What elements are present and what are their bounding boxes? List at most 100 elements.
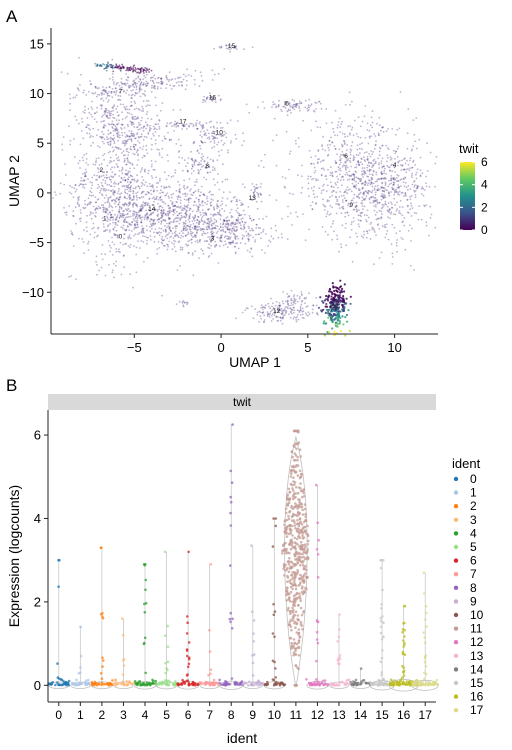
- umap-point: [111, 241, 114, 244]
- umap-point: [325, 178, 328, 181]
- umap-point: [374, 231, 376, 233]
- umap-point: [381, 145, 384, 147]
- violin-11: [281, 429, 310, 688]
- umap-point: [108, 230, 111, 233]
- umap-point: [119, 196, 122, 199]
- umap-point: [80, 211, 82, 214]
- umap-point: [208, 191, 211, 194]
- umap-point: [114, 87, 117, 90]
- umap-point: [236, 222, 239, 225]
- umap-point: [135, 220, 138, 223]
- umap-point: [129, 223, 132, 225]
- umap-point: [107, 129, 110, 132]
- x-tick-label: 5: [304, 340, 311, 355]
- umap-point: [97, 128, 100, 131]
- umap-point: [387, 147, 389, 149]
- umap-point: [370, 221, 373, 224]
- umap-point: [132, 203, 135, 205]
- umap-point: [127, 86, 130, 88]
- umap-point: [132, 65, 135, 68]
- umap-point: [142, 83, 145, 86]
- umap-point: [230, 242, 233, 244]
- umap-point: [197, 208, 200, 211]
- umap-point: [343, 190, 346, 193]
- umap-point: [340, 195, 343, 197]
- umap-point: [167, 213, 169, 215]
- violin-point: [78, 681, 82, 684]
- umap-point: [220, 214, 222, 217]
- umap-point: [298, 297, 301, 300]
- umap-point: [411, 176, 413, 179]
- umap-point: [272, 103, 275, 106]
- umap-point: [150, 193, 153, 196]
- umap-point: [149, 235, 152, 237]
- violin-point: [299, 482, 302, 485]
- umap-point: [72, 214, 74, 217]
- umap-point: [385, 160, 388, 163]
- umap-point: [106, 141, 109, 144]
- umap-point: [255, 227, 258, 229]
- umap-point: [264, 233, 267, 235]
- umap-point: [415, 187, 418, 190]
- umap-point: [182, 305, 185, 308]
- umap-point: [141, 207, 143, 210]
- umap-point: [140, 67, 143, 70]
- umap-point: [292, 193, 294, 196]
- umap-point: [92, 194, 95, 197]
- umap-point: [123, 213, 126, 216]
- umap-point: [113, 232, 115, 235]
- umap-point: [131, 97, 133, 99]
- umap-point: [202, 252, 205, 255]
- umap-point: [197, 228, 200, 231]
- violin-point: [297, 628, 301, 631]
- umap-point: [100, 266, 103, 269]
- umap-point: [372, 170, 375, 173]
- umap-point: [143, 231, 145, 234]
- umap-point: [275, 229, 278, 232]
- umap-point: [359, 219, 362, 222]
- umap-point: [117, 203, 120, 206]
- umap-point: [107, 197, 109, 199]
- umap-point: [94, 112, 96, 114]
- umap-point: [383, 190, 386, 193]
- umap-point: [188, 214, 191, 217]
- umap-point: [121, 214, 124, 217]
- umap-point: [134, 187, 137, 190]
- umap-point: [197, 209, 200, 212]
- umap-point: [323, 209, 326, 211]
- umap-point: [100, 188, 102, 190]
- umap-point: [133, 234, 135, 237]
- umap-point: [160, 209, 163, 212]
- umap-point: [280, 307, 283, 310]
- umap-point: [112, 113, 114, 116]
- umap-point: [205, 226, 208, 229]
- umap-point: [72, 234, 74, 236]
- colorbar-title: twit: [459, 141, 479, 156]
- umap-point: [141, 156, 144, 159]
- umap-point: [78, 195, 81, 198]
- umap-point: [199, 121, 201, 123]
- umap-point: [188, 197, 191, 199]
- umap-point: [394, 171, 396, 173]
- umap-point: [231, 227, 234, 230]
- umap-point: [367, 142, 370, 145]
- umap-point: [276, 320, 279, 322]
- umap-point: [72, 96, 75, 99]
- umap-point: [91, 92, 93, 94]
- umap-point: [129, 246, 131, 249]
- umap-point: [147, 217, 150, 220]
- umap-point: [262, 308, 264, 311]
- umap-point: [164, 229, 167, 231]
- umap-point: [104, 189, 107, 192]
- umap-point: [204, 221, 207, 224]
- umap-point: [400, 237, 403, 239]
- umap-point: [214, 227, 216, 229]
- umap-point: [133, 228, 136, 230]
- umap-point: [133, 224, 136, 226]
- umap-point: [126, 188, 129, 191]
- umap-point: [202, 223, 205, 226]
- umap-point: [135, 181, 138, 183]
- umap-point: [368, 189, 370, 192]
- umap-point: [355, 205, 358, 208]
- umap-point: [156, 195, 158, 198]
